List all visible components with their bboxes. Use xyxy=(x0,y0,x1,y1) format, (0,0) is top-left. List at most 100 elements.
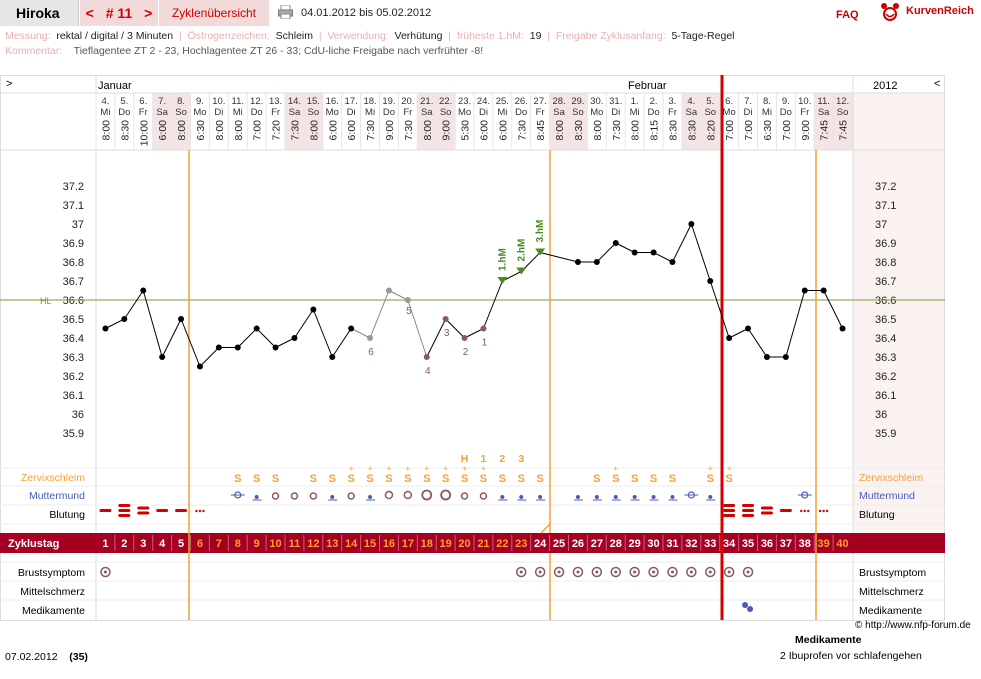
curve-segment xyxy=(105,318,125,329)
y-tick-label: 36.5 xyxy=(63,314,84,326)
y-tick-label: 36.3 xyxy=(63,352,84,364)
muttermund-mark xyxy=(538,495,543,499)
y-tick-label: 36.4 xyxy=(875,333,896,345)
temperature-point xyxy=(839,325,846,332)
day-date: 24. xyxy=(477,96,490,107)
day-time: 6:00 xyxy=(157,120,169,141)
highpoint-marker xyxy=(516,267,527,275)
comment-value: Tieflagentee ZT 2 - 23, Hochlagentee ZT … xyxy=(73,45,484,57)
zervix-mark: S xyxy=(707,473,714,485)
comment-key: Kommentar: xyxy=(5,45,63,57)
day-date: 12. xyxy=(836,96,849,107)
month-label: Januar xyxy=(98,80,132,92)
day-date: 7. xyxy=(158,96,166,107)
day-weekday: So xyxy=(704,107,716,118)
breast-symptom-dot xyxy=(670,570,674,574)
highpoint-marker xyxy=(535,248,546,256)
curve-segment xyxy=(388,290,409,301)
next-cycle-button[interactable]: > xyxy=(144,5,153,21)
day-date: 8. xyxy=(763,96,771,107)
zervix-mark: S xyxy=(725,473,732,485)
cycle-day-number: 28 xyxy=(610,538,622,550)
info-value: 19 xyxy=(529,30,542,42)
muttermund-mark xyxy=(670,495,675,499)
cycle-day-number: 13 xyxy=(326,538,338,550)
peak-label: 3 xyxy=(518,453,524,465)
day-weekday: Do xyxy=(647,107,659,118)
curve-segment xyxy=(331,328,352,358)
bleeding-mark xyxy=(760,506,773,510)
temperature-point xyxy=(480,325,487,332)
temperature-point xyxy=(140,287,147,294)
zervix-mark: S xyxy=(366,473,373,485)
cycle-day-number: 11 xyxy=(289,538,301,550)
zyklustag-label: Zyklustag xyxy=(8,538,59,550)
prev-cycle-button[interactable]: < xyxy=(85,5,94,21)
y-tick-label: 37.2 xyxy=(875,181,896,193)
muttermund-mark xyxy=(479,492,488,500)
curve-segment xyxy=(142,290,163,358)
cycle-day-number: 20 xyxy=(458,538,470,550)
curve-segment xyxy=(596,242,617,263)
muttermund-mark xyxy=(500,495,505,499)
day-date: 14. xyxy=(288,96,301,107)
muttermund-mark xyxy=(384,490,394,500)
y-tick-label: 36.6 xyxy=(875,295,896,307)
curve-segment xyxy=(275,337,295,348)
zervix-mark: S xyxy=(310,473,317,485)
breast-symptom-icon xyxy=(534,566,546,578)
curve-segment xyxy=(445,318,465,339)
copyright[interactable]: © http://www.nfp-forum.de xyxy=(855,620,971,631)
day-time: 6:00 xyxy=(497,120,509,141)
zervix-mark: S xyxy=(423,473,430,485)
y-tick-label: 36.3 xyxy=(875,352,896,364)
zervix-plus: + xyxy=(349,464,354,473)
printer-icon[interactable] xyxy=(278,5,293,19)
info-key: Freigabe Zyklusanfang: xyxy=(555,30,672,42)
muttermund-mark xyxy=(519,495,524,499)
temperature-point xyxy=(669,259,676,265)
bleeding-spotting xyxy=(822,509,825,513)
lowpoint-label: 1 xyxy=(482,338,488,349)
cycle-day-number: 21 xyxy=(477,538,489,550)
day-weekday: Mi xyxy=(365,107,375,118)
logo-text[interactable]: KurvenReich xyxy=(906,5,974,17)
zervix-plus: + xyxy=(708,464,713,473)
muttermund-mark xyxy=(330,495,335,499)
y-tick-label: 36 xyxy=(72,409,84,421)
temperature-point xyxy=(121,316,128,322)
cycle-day-number: 7 xyxy=(216,538,222,550)
cycle-day-number: 34 xyxy=(723,538,736,550)
weekend-shade xyxy=(833,93,852,150)
curve-segment xyxy=(350,328,371,339)
zervix-plus: + xyxy=(406,464,411,473)
cycle-day-number: 19 xyxy=(440,538,452,550)
day-date: 1. xyxy=(631,96,639,107)
faq-link[interactable]: FAQ xyxy=(836,9,859,21)
curve-segment xyxy=(426,318,447,358)
day-date: 11. xyxy=(817,96,830,107)
cycle-day-number: 15 xyxy=(364,538,376,550)
bleeding-mark xyxy=(779,509,792,512)
day-weekday: Di xyxy=(744,107,753,118)
day-date: 29. xyxy=(571,96,584,107)
day-weekday: Mi xyxy=(100,107,110,118)
zervix-mark: S xyxy=(536,473,543,485)
day-time: 7:30 xyxy=(365,120,377,141)
day-date: 2. xyxy=(650,96,658,107)
cycle-overview-link[interactable]: Zyklenübersicht xyxy=(159,0,269,26)
day-weekday: Fr xyxy=(139,107,148,118)
y-tick-label: 36.9 xyxy=(63,238,84,250)
footer-date: 07.02.2012 xyxy=(5,651,58,663)
day-time: 7:45 xyxy=(819,120,831,141)
weekend-shade xyxy=(700,93,720,150)
kurvenreich-logo-icon[interactable] xyxy=(880,2,900,22)
breast-symptom-dot xyxy=(595,570,599,574)
breast-symptom-icon xyxy=(591,566,603,578)
temperature-point xyxy=(178,316,185,322)
cycle-day-number: 3 xyxy=(140,538,146,550)
day-time: 8:30 xyxy=(119,120,131,141)
day-weekday: Fr xyxy=(668,107,677,118)
cycle-day-number: 17 xyxy=(402,538,414,550)
day-date: 13. xyxy=(269,96,282,107)
